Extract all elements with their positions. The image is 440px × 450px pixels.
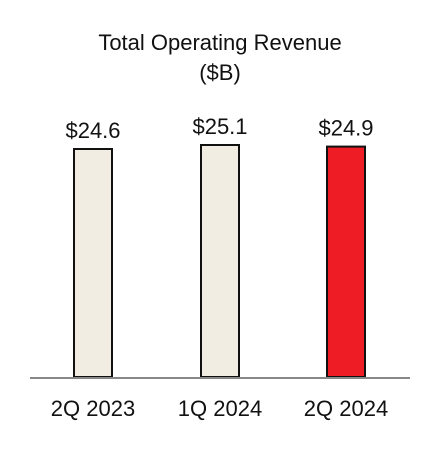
bars-group bbox=[73, 144, 366, 378]
value-label-2q-2024: $24.9 bbox=[318, 116, 373, 141]
x-tick-label-2q-2023: 2Q 2023 bbox=[51, 396, 135, 421]
chart-subtitle: ($B) bbox=[199, 60, 241, 85]
bar-2q-2024 bbox=[326, 145, 366, 378]
x-tick-label-1q-2024: 1Q 2024 bbox=[178, 396, 262, 421]
bar-2q-2023 bbox=[73, 148, 113, 378]
bar-1q-2024 bbox=[200, 144, 240, 378]
value-labels-group: $24.6 $25.1 $24.9 bbox=[65, 114, 373, 143]
value-label-2q-2023: $24.6 bbox=[65, 118, 120, 143]
x-tick-labels-group: 2Q 2023 1Q 2024 2Q 2024 bbox=[51, 396, 388, 421]
value-label-1q-2024: $25.1 bbox=[192, 114, 247, 139]
chart-title: Total Operating Revenue bbox=[98, 30, 341, 55]
x-tick-label-2q-2024: 2Q 2024 bbox=[304, 396, 388, 421]
